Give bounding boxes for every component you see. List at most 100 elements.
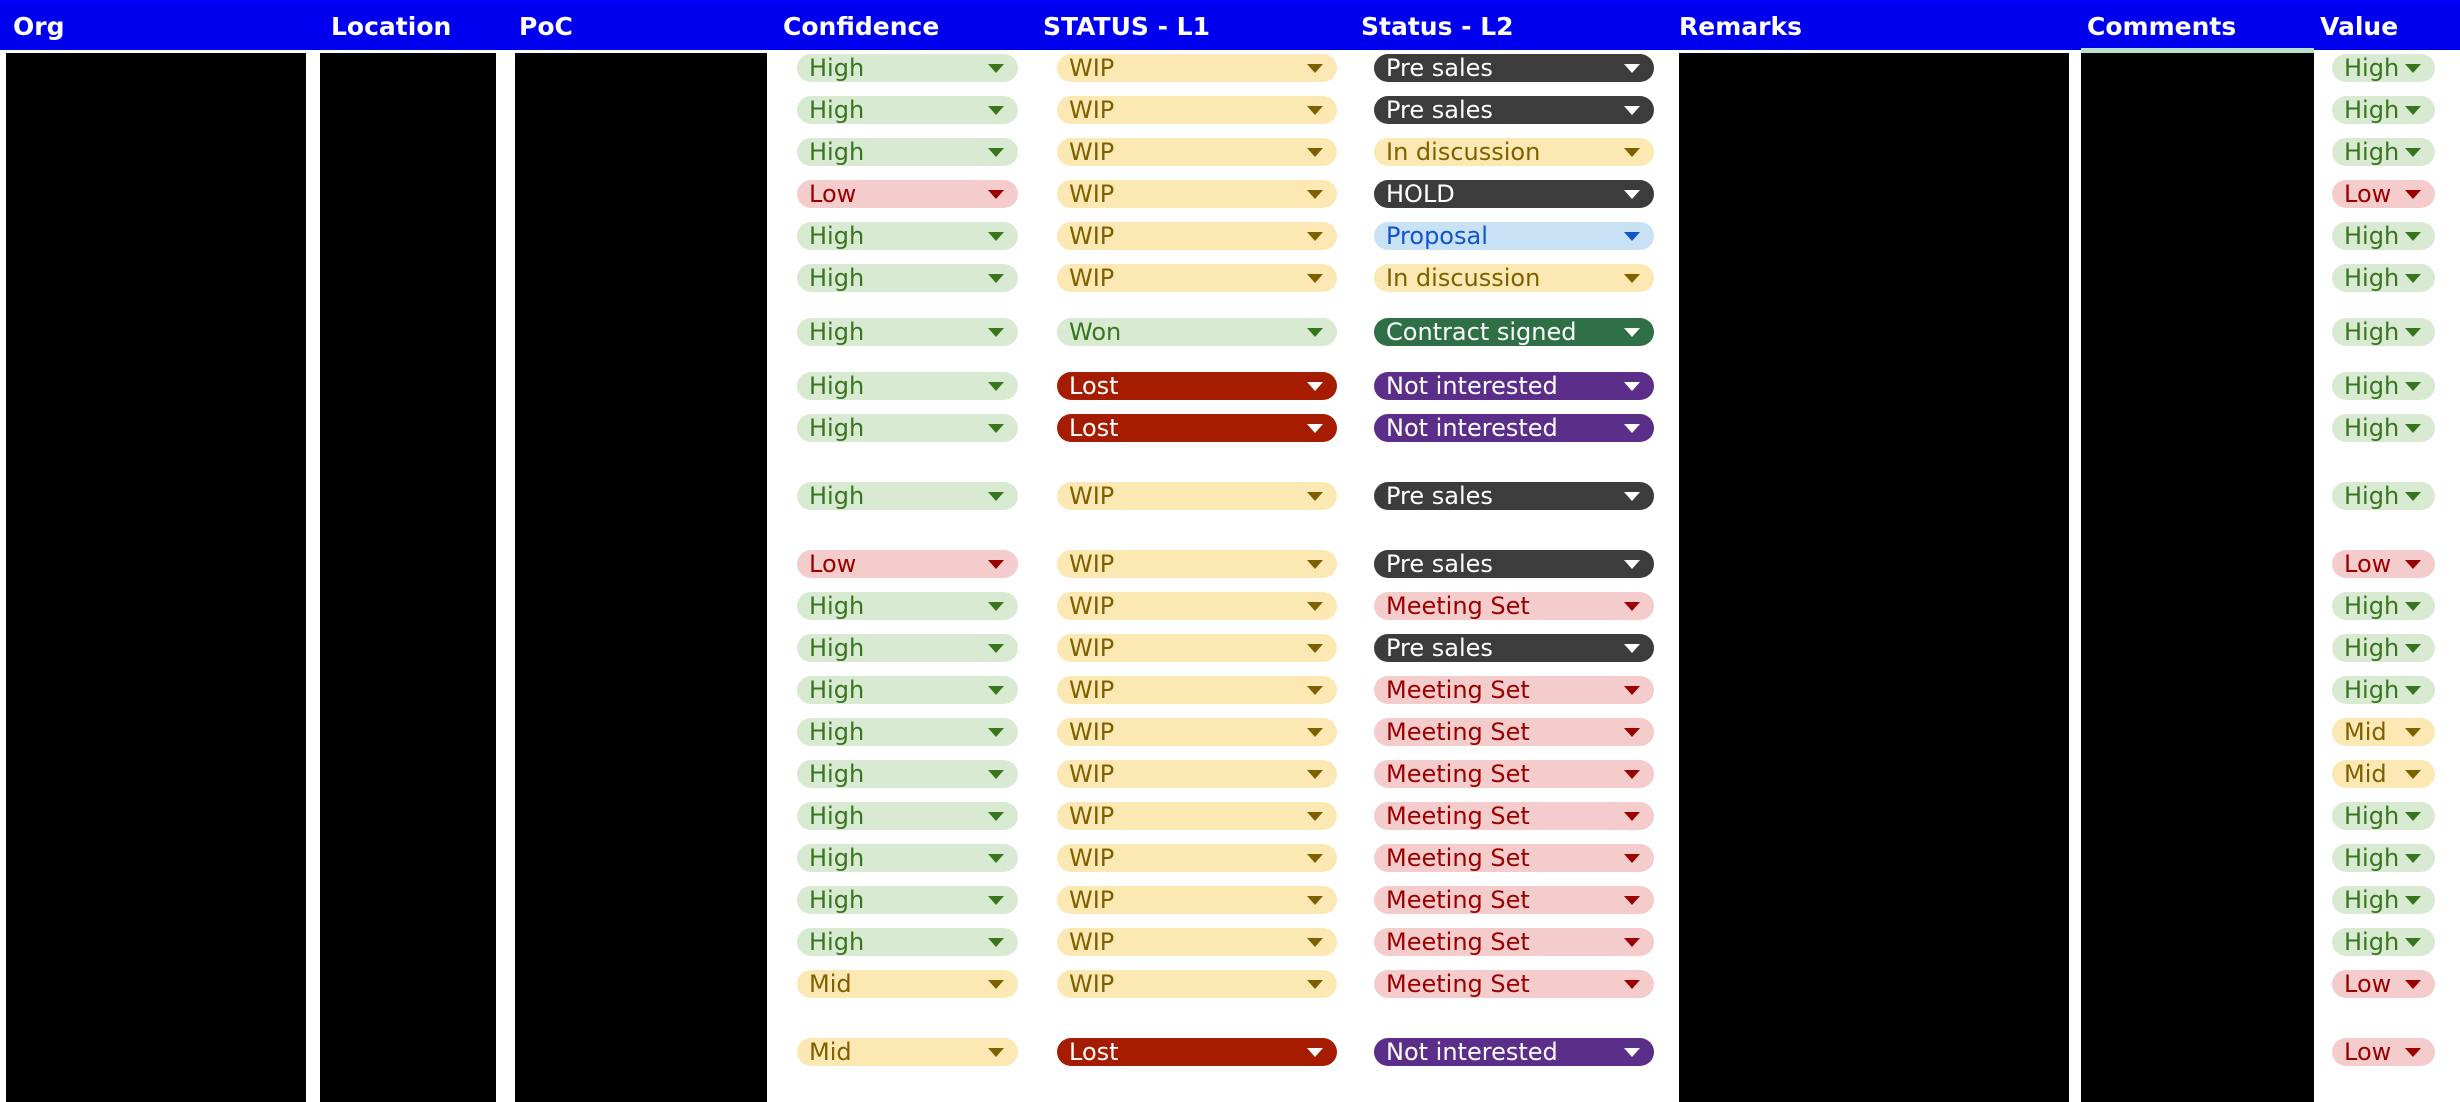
status-l1-dropdown[interactable]: WIP xyxy=(1057,222,1337,250)
status-l1-dropdown[interactable]: WIP xyxy=(1057,970,1337,998)
status-l1-dropdown[interactable]: WIP xyxy=(1057,138,1337,166)
dropdown-arrow-icon[interactable] xyxy=(1307,274,1323,283)
dropdown-arrow-icon[interactable] xyxy=(988,980,1004,989)
dropdown-arrow-icon[interactable] xyxy=(1624,424,1640,433)
dropdown-arrow-icon[interactable] xyxy=(1307,980,1323,989)
dropdown-arrow-icon[interactable] xyxy=(2405,854,2421,863)
confidence-dropdown[interactable]: High xyxy=(797,318,1018,346)
status-l1-dropdown[interactable]: WIP xyxy=(1057,928,1337,956)
dropdown-arrow-icon[interactable] xyxy=(1624,492,1640,501)
status-l2-dropdown[interactable]: Meeting Set xyxy=(1374,970,1654,998)
status-l1-dropdown[interactable]: Lost xyxy=(1057,1038,1337,1066)
dropdown-arrow-icon[interactable] xyxy=(988,64,1004,73)
status-l2-dropdown[interactable]: Contract signed xyxy=(1374,318,1654,346)
dropdown-arrow-icon[interactable] xyxy=(1307,602,1323,611)
status-l2-dropdown[interactable]: Not interested xyxy=(1374,414,1654,442)
confidence-dropdown[interactable]: High xyxy=(797,138,1018,166)
dropdown-arrow-icon[interactable] xyxy=(1624,938,1640,947)
confidence-dropdown[interactable]: High xyxy=(797,54,1018,82)
status-l2-dropdown[interactable]: Pre sales xyxy=(1374,634,1654,662)
value-dropdown[interactable]: High xyxy=(2332,928,2435,956)
status-l2-dropdown[interactable]: Meeting Set xyxy=(1374,718,1654,746)
status-l2-dropdown[interactable]: Meeting Set xyxy=(1374,802,1654,830)
value-dropdown[interactable]: Low xyxy=(2332,1038,2435,1066)
confidence-dropdown[interactable]: High xyxy=(797,414,1018,442)
dropdown-arrow-icon[interactable] xyxy=(1307,424,1323,433)
confidence-dropdown[interactable]: Mid xyxy=(797,970,1018,998)
value-dropdown[interactable]: High xyxy=(2332,844,2435,872)
status-l1-dropdown[interactable]: WIP xyxy=(1057,802,1337,830)
dropdown-arrow-icon[interactable] xyxy=(988,644,1004,653)
confidence-dropdown[interactable]: High xyxy=(797,802,1018,830)
dropdown-arrow-icon[interactable] xyxy=(1624,382,1640,391)
dropdown-arrow-icon[interactable] xyxy=(2405,274,2421,283)
dropdown-arrow-icon[interactable] xyxy=(1307,190,1323,199)
status-l1-dropdown[interactable]: WIP xyxy=(1057,482,1337,510)
value-dropdown[interactable]: High xyxy=(2332,802,2435,830)
dropdown-arrow-icon[interactable] xyxy=(988,106,1004,115)
header-location[interactable]: Location xyxy=(331,12,452,41)
dropdown-arrow-icon[interactable] xyxy=(2405,938,2421,947)
confidence-dropdown[interactable]: High xyxy=(797,96,1018,124)
dropdown-arrow-icon[interactable] xyxy=(1307,896,1323,905)
header-remarks[interactable]: Remarks xyxy=(1679,12,1802,41)
confidence-dropdown[interactable]: High xyxy=(797,844,1018,872)
status-l1-dropdown[interactable]: WIP xyxy=(1057,592,1337,620)
status-l1-dropdown[interactable]: Won xyxy=(1057,318,1337,346)
dropdown-arrow-icon[interactable] xyxy=(1307,812,1323,821)
value-dropdown[interactable]: Mid xyxy=(2332,718,2435,746)
status-l2-dropdown[interactable]: Meeting Set xyxy=(1374,760,1654,788)
dropdown-arrow-icon[interactable] xyxy=(1624,686,1640,695)
header-comments[interactable]: Comments xyxy=(2087,12,2237,41)
dropdown-arrow-icon[interactable] xyxy=(988,938,1004,947)
confidence-dropdown[interactable]: High xyxy=(797,928,1018,956)
status-l1-dropdown[interactable]: WIP xyxy=(1057,180,1337,208)
dropdown-arrow-icon[interactable] xyxy=(1624,896,1640,905)
dropdown-arrow-icon[interactable] xyxy=(2405,190,2421,199)
dropdown-arrow-icon[interactable] xyxy=(1624,190,1640,199)
dropdown-arrow-icon[interactable] xyxy=(1307,492,1323,501)
dropdown-arrow-icon[interactable] xyxy=(1307,382,1323,391)
value-dropdown[interactable]: High xyxy=(2332,592,2435,620)
dropdown-arrow-icon[interactable] xyxy=(1307,64,1323,73)
dropdown-arrow-icon[interactable] xyxy=(1624,560,1640,569)
dropdown-arrow-icon[interactable] xyxy=(1307,686,1323,695)
status-l2-dropdown[interactable]: HOLD xyxy=(1374,180,1654,208)
dropdown-arrow-icon[interactable] xyxy=(1307,232,1323,241)
dropdown-arrow-icon[interactable] xyxy=(2405,770,2421,779)
status-l1-dropdown[interactable]: Lost xyxy=(1057,372,1337,400)
dropdown-arrow-icon[interactable] xyxy=(1624,274,1640,283)
header-status-l2[interactable]: Status - L2 xyxy=(1361,12,1514,41)
status-l1-dropdown[interactable]: WIP xyxy=(1057,844,1337,872)
status-l2-dropdown[interactable]: Pre sales xyxy=(1374,96,1654,124)
dropdown-arrow-icon[interactable] xyxy=(988,560,1004,569)
status-l2-dropdown[interactable]: Proposal xyxy=(1374,222,1654,250)
status-l1-dropdown[interactable]: WIP xyxy=(1057,676,1337,704)
dropdown-arrow-icon[interactable] xyxy=(988,686,1004,695)
header-value[interactable]: Value xyxy=(2320,12,2399,41)
value-dropdown[interactable]: High xyxy=(2332,96,2435,124)
status-l2-dropdown[interactable]: Meeting Set xyxy=(1374,844,1654,872)
confidence-dropdown[interactable]: High xyxy=(797,592,1018,620)
confidence-dropdown[interactable]: High xyxy=(797,676,1018,704)
confidence-dropdown[interactable]: High xyxy=(797,718,1018,746)
status-l1-dropdown[interactable]: WIP xyxy=(1057,550,1337,578)
confidence-dropdown[interactable]: High xyxy=(797,886,1018,914)
header-confidence[interactable]: Confidence xyxy=(783,12,940,41)
dropdown-arrow-icon[interactable] xyxy=(1307,770,1323,779)
dropdown-arrow-icon[interactable] xyxy=(2405,686,2421,695)
dropdown-arrow-icon[interactable] xyxy=(988,492,1004,501)
confidence-dropdown[interactable]: High xyxy=(797,222,1018,250)
dropdown-arrow-icon[interactable] xyxy=(2405,232,2421,241)
status-l2-dropdown[interactable]: In discussion xyxy=(1374,264,1654,292)
status-l2-dropdown[interactable]: Pre sales xyxy=(1374,54,1654,82)
confidence-dropdown[interactable]: High xyxy=(797,760,1018,788)
dropdown-arrow-icon[interactable] xyxy=(1624,232,1640,241)
dropdown-arrow-icon[interactable] xyxy=(1307,560,1323,569)
dropdown-arrow-icon[interactable] xyxy=(2405,896,2421,905)
value-dropdown[interactable]: High xyxy=(2332,138,2435,166)
value-dropdown[interactable]: High xyxy=(2332,676,2435,704)
value-dropdown[interactable]: Low xyxy=(2332,550,2435,578)
dropdown-arrow-icon[interactable] xyxy=(2405,106,2421,115)
dropdown-arrow-icon[interactable] xyxy=(1624,328,1640,337)
